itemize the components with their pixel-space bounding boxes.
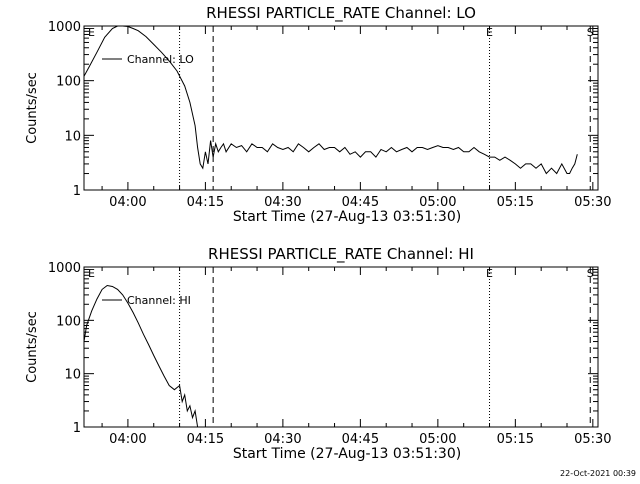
panel-1-x-tick-label: 04:45 bbox=[342, 195, 379, 210]
panel-2-series-line bbox=[84, 284, 201, 427]
panel-1-x-axis-label: Start Time (27-Aug-13 03:51:30) bbox=[233, 209, 461, 225]
panel-2-plot-frame bbox=[83, 266, 599, 428]
panel-2-x-tick-label: 05:00 bbox=[419, 432, 456, 447]
panel-2-x-tick-label: 05:15 bbox=[497, 432, 534, 447]
panel-2-event-marker: E bbox=[486, 267, 493, 280]
panel-1-x-tick-label: 04:15 bbox=[187, 195, 224, 210]
panel-1-y-axis-label: Counts/sec bbox=[25, 72, 40, 144]
panel-2-x-tick-label: 04:00 bbox=[109, 432, 146, 447]
panel-2-y-tick-label: 10 bbox=[64, 368, 81, 383]
panel-2-y-tick-label: 100 bbox=[56, 314, 81, 329]
panel-2-y-tick-label: 1000 bbox=[48, 261, 81, 276]
panel-2-x-tick-label: 04:30 bbox=[264, 432, 301, 447]
panel-2-x-axis-label: Start Time (27-Aug-13 03:51:30) bbox=[233, 446, 461, 462]
panel-1-y-tick-label: 1 bbox=[73, 184, 81, 199]
panel-1-x-tick-label: 05:30 bbox=[574, 195, 611, 210]
panel-2-x-tick-label: 04:45 bbox=[342, 432, 379, 447]
panel-1-x-tick-label: 04:30 bbox=[264, 195, 301, 210]
panel-1-title: RHESSI PARTICLE_RATE Channel: LO bbox=[206, 4, 476, 23]
panel-1-y-tick-label: 100 bbox=[56, 75, 81, 90]
panel-2-event-marker: E bbox=[88, 267, 95, 280]
panel-1-x-tick-label: 05:15 bbox=[497, 195, 534, 210]
panel-1-legend-entry: Channel: LO bbox=[127, 53, 194, 66]
panel-1-event-marker: E bbox=[88, 26, 95, 39]
panel-1-event-marker: E bbox=[486, 26, 493, 39]
panel-2-legend-entry: Channel: HI bbox=[127, 294, 191, 307]
panel-2-y-axis-label: Counts/sec bbox=[25, 311, 40, 383]
panel-2-event-marker: S bbox=[587, 267, 594, 280]
panel-2-x-tick-label: 04:15 bbox=[187, 432, 224, 447]
panel-2-title: RHESSI PARTICLE_RATE Channel: HI bbox=[208, 245, 474, 264]
print-timestamp: 22-Oct-2021 00:39 bbox=[560, 469, 636, 478]
panel-1-series-line bbox=[84, 26, 578, 175]
panel-1-x-tick-label: 04:00 bbox=[109, 195, 146, 210]
panel-1-x-tick-label: 05:00 bbox=[419, 195, 456, 210]
panel-1-y-tick-label: 1000 bbox=[48, 20, 81, 35]
panel-1-plot-frame bbox=[83, 25, 599, 191]
panel-2-x-tick-label: 05:30 bbox=[574, 432, 611, 447]
panel-1-y-tick-label: 10 bbox=[64, 129, 81, 144]
panel-1-event-marker: S bbox=[587, 26, 594, 39]
panel-2-y-tick-label: 1 bbox=[73, 421, 81, 436]
